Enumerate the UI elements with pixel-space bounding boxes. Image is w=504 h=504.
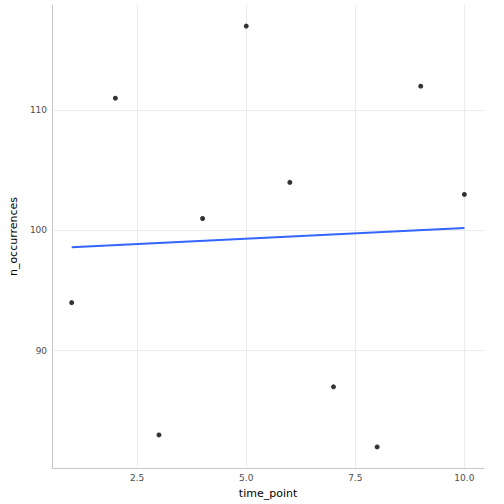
svg-text:n_occurrences: n_occurrences — [7, 197, 20, 276]
svg-text:10.0: 10.0 — [454, 473, 474, 483]
svg-text:90: 90 — [36, 346, 48, 356]
svg-text:110: 110 — [30, 105, 47, 115]
svg-text:7.5: 7.5 — [348, 473, 362, 483]
svg-text:100: 100 — [30, 225, 47, 235]
svg-text:2.5: 2.5 — [130, 473, 144, 483]
svg-text:time_point: time_point — [239, 487, 298, 500]
svg-text:5.0: 5.0 — [239, 473, 254, 483]
